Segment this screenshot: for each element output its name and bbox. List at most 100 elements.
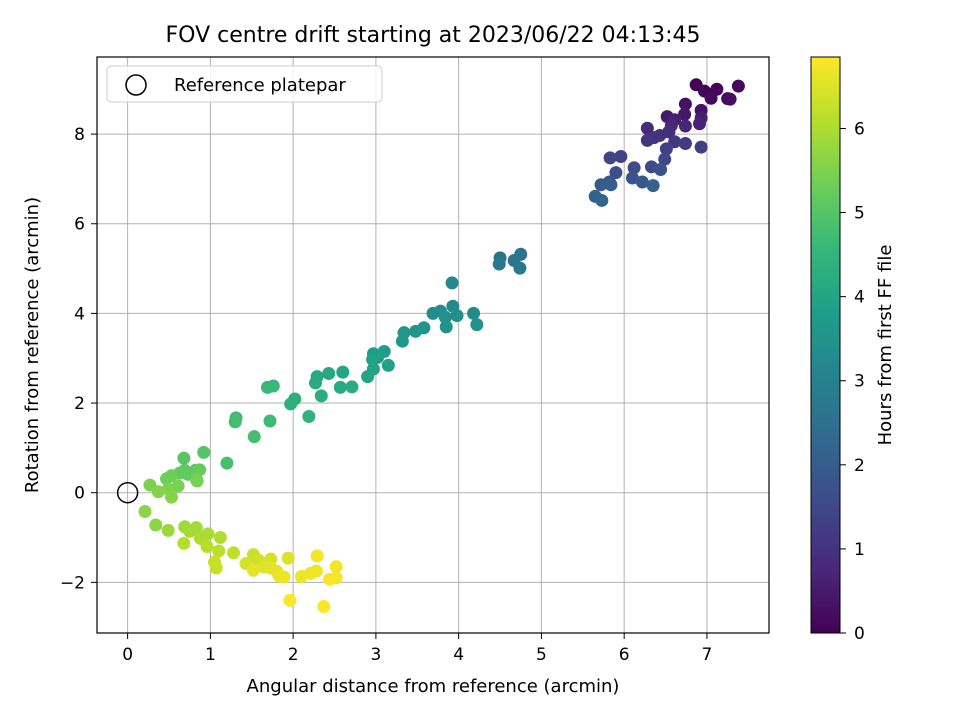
data-point — [329, 560, 343, 574]
data-point — [213, 531, 227, 545]
data-point — [333, 380, 347, 394]
y-axis-label: Rotation from reference (arcmin) — [22, 197, 43, 493]
data-point — [704, 91, 718, 105]
data-point — [694, 140, 708, 154]
y-tick-label: 2 — [74, 394, 85, 414]
colorbar-tick-label: 1 — [854, 540, 865, 560]
data-point — [646, 179, 660, 193]
reference-marker — [116, 481, 139, 504]
colorbar-ticks: 0 1 2 3 4 5 6 — [840, 119, 865, 644]
data-point — [361, 370, 375, 384]
legend-box — [106, 65, 383, 103]
data-point — [678, 137, 692, 151]
x-tick-label: 0 — [122, 645, 133, 665]
legend: Reference platepar — [106, 65, 383, 103]
data-point — [345, 380, 359, 394]
data-point — [197, 445, 211, 459]
y-tick-label: 8 — [74, 125, 85, 145]
data-point — [609, 166, 623, 180]
colorbar-tick-label: 4 — [854, 288, 865, 308]
data-point — [183, 524, 197, 538]
data-point — [151, 485, 165, 499]
y-tick-label: 0 — [74, 484, 85, 504]
x-tick-label: 6 — [619, 645, 630, 665]
data-point — [190, 474, 204, 488]
y-axis-ticks: −2 0 2 4 6 8 — [60, 125, 97, 593]
data-point — [200, 539, 214, 553]
y-tick-label: −2 — [60, 573, 85, 593]
data-point — [658, 152, 672, 166]
data-point — [513, 261, 527, 275]
data-point — [228, 415, 242, 429]
data-point — [594, 178, 608, 192]
data-point — [659, 142, 673, 156]
x-axis-label: Angular distance from reference (arcmin) — [247, 676, 620, 697]
data-point — [604, 178, 618, 192]
data-point — [283, 593, 297, 607]
data-point — [336, 365, 350, 379]
data-point — [678, 97, 692, 111]
data-point — [323, 572, 337, 586]
data-point — [212, 544, 226, 558]
data-point — [470, 318, 484, 332]
data-point — [692, 117, 706, 131]
data-point — [439, 320, 453, 334]
y-tick-label: 4 — [74, 304, 85, 324]
plot-frame — [96, 56, 770, 634]
data-point — [177, 451, 191, 465]
grid-lines — [97, 57, 769, 633]
data-point — [284, 397, 298, 411]
data-point — [308, 376, 322, 390]
data-point — [310, 549, 324, 563]
data-point — [467, 306, 481, 320]
colorbar — [811, 57, 840, 633]
data-point — [138, 505, 152, 519]
data-point — [426, 306, 440, 320]
reference-platepar-marker — [116, 481, 139, 504]
data-point — [640, 121, 654, 135]
data-point — [171, 479, 185, 493]
data-point — [614, 150, 628, 164]
data-point — [209, 561, 223, 575]
data-point — [149, 518, 163, 532]
x-tick-label: 7 — [702, 645, 713, 665]
data-point — [654, 163, 668, 177]
colorbar-tick-label: 6 — [854, 119, 865, 139]
data-point — [627, 161, 641, 175]
data-point — [625, 171, 639, 185]
legend-entry-label: Reference platepar — [174, 75, 346, 96]
data-point — [164, 490, 178, 504]
x-tick-label: 5 — [536, 645, 547, 665]
data-point — [260, 380, 274, 394]
x-tick-label: 4 — [453, 645, 464, 665]
data-point — [640, 133, 654, 147]
data-point — [723, 92, 737, 106]
x-tick-label: 3 — [370, 645, 381, 665]
data-point — [246, 563, 260, 577]
data-point — [409, 324, 423, 338]
data-point — [220, 456, 234, 470]
data-points — [138, 78, 745, 614]
colorbar-tick-label: 5 — [854, 204, 865, 224]
x-tick-label: 2 — [288, 645, 299, 665]
y-tick-label: 6 — [74, 215, 85, 235]
colorbar-tick-label: 3 — [854, 372, 865, 392]
data-point — [302, 409, 316, 423]
data-point — [731, 79, 745, 93]
data-point — [595, 193, 609, 207]
data-point — [277, 570, 291, 584]
legend-open-circle-icon — [125, 74, 147, 96]
data-point — [314, 389, 328, 403]
data-point — [450, 309, 464, 323]
colorbar-label: Hours from first FF file — [875, 245, 896, 446]
colorbar-tick-label: 0 — [854, 624, 865, 644]
x-axis-ticks: 0 1 2 3 4 5 6 7 — [122, 633, 712, 665]
colorbar-frame — [810, 56, 841, 634]
data-point — [395, 334, 409, 348]
data-point — [492, 257, 506, 271]
data-point — [678, 119, 692, 133]
data-point — [263, 414, 277, 428]
data-point — [161, 523, 175, 537]
data-point — [317, 600, 331, 614]
